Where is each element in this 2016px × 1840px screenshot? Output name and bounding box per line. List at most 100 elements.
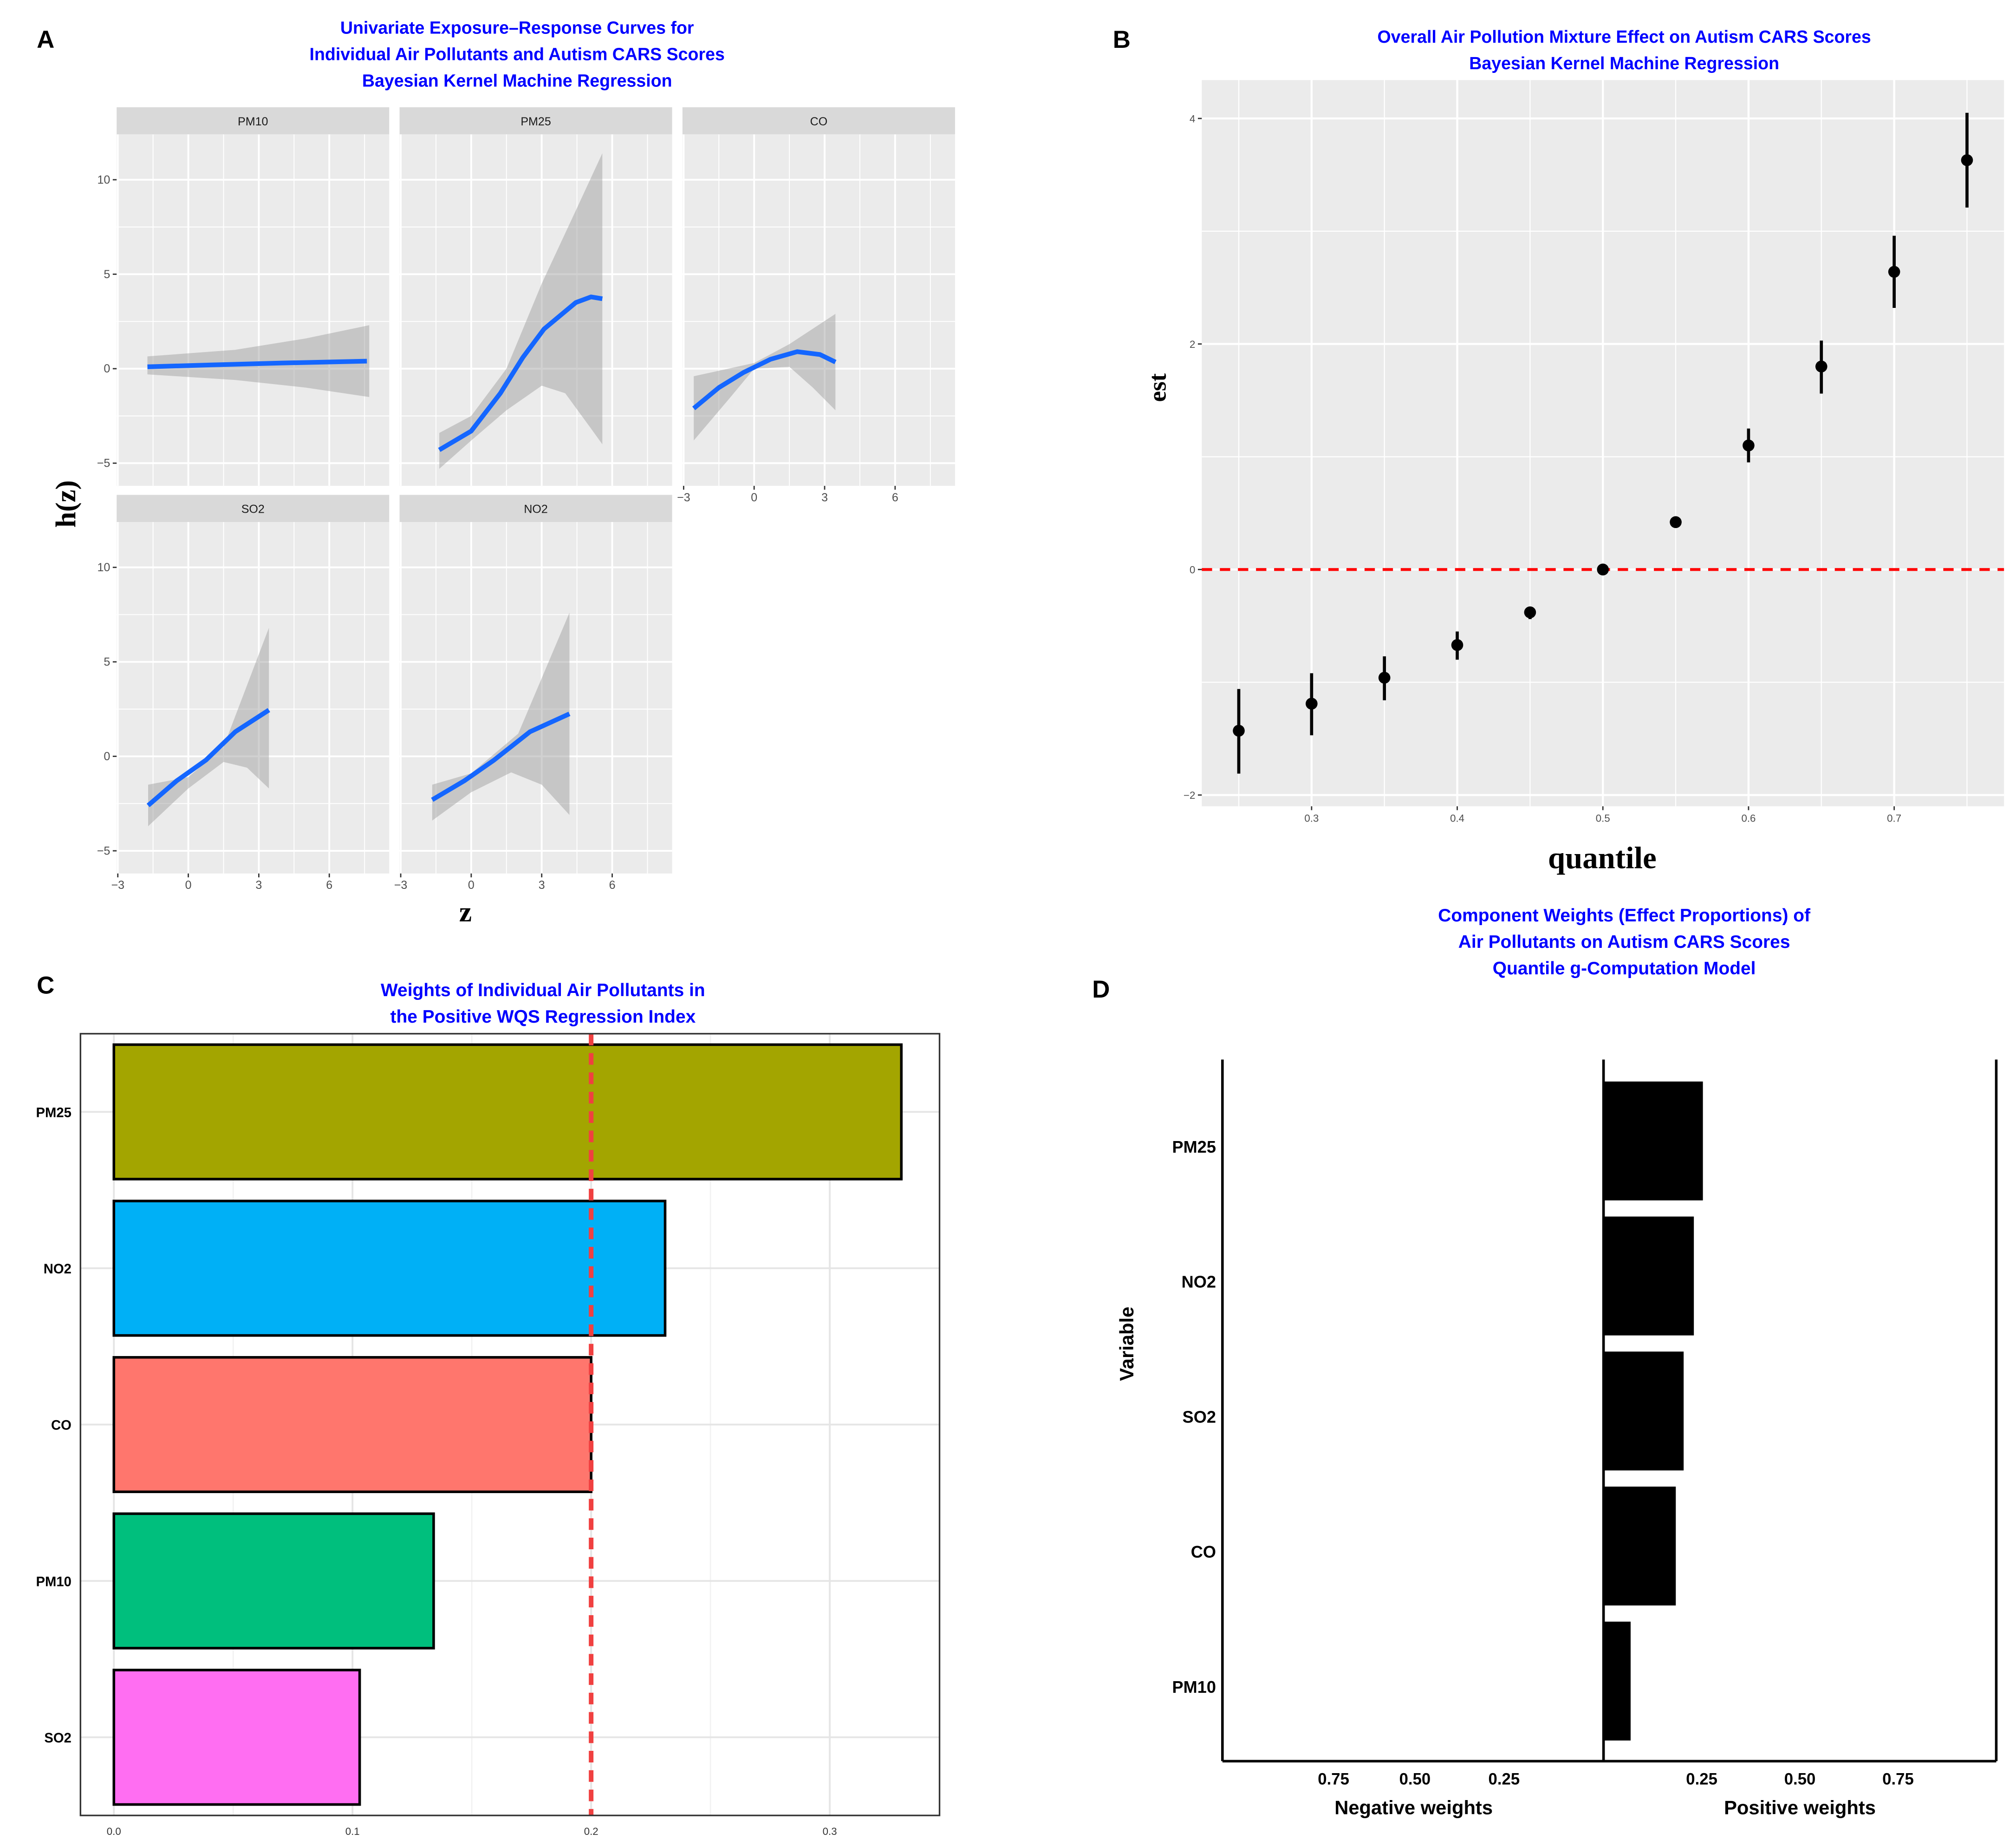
x-tick-label: 0.50: [1784, 1770, 1816, 1788]
x-tick-label: 0: [468, 879, 475, 892]
estimate-point: [1524, 606, 1536, 619]
x-tick-label: −3: [111, 879, 124, 892]
panel-label: B: [1113, 26, 1131, 53]
estimate-point: [1378, 672, 1391, 684]
y-tick-label: 5: [104, 655, 110, 668]
y-tick-label: −2: [1184, 790, 1195, 801]
facet-strip: [399, 107, 672, 135]
credible-band: [439, 153, 603, 469]
x-tick-label: 6: [326, 879, 332, 892]
weight-bar-pm25: [1603, 1081, 1703, 1201]
x-tick-label: 0.7: [1887, 813, 1901, 824]
y-category-label: NO2: [44, 1262, 72, 1277]
weight-bar-pm10: [1603, 1621, 1631, 1741]
estimate-point: [1451, 639, 1463, 651]
x-tick-label: 0.3: [1304, 813, 1319, 824]
x-tick-label: 0.4: [1450, 813, 1464, 824]
x-tick-label: 0.6: [1741, 813, 1756, 824]
facet-strip: [117, 495, 390, 522]
x-tick-label: 0: [751, 491, 757, 504]
y-tick-label: 0: [104, 362, 110, 375]
y-category-label: PM25: [1172, 1137, 1216, 1156]
panel-c: C Weights of Individual Air Pollutants in…: [36, 972, 941, 1837]
plot-panel: [399, 522, 672, 874]
x-tick-label: 0.75: [1882, 1770, 1914, 1788]
chart-title: Bayesian Kernel Machine Regression: [362, 71, 672, 90]
plot-panel: [682, 134, 955, 486]
exposure-response-curve: [146, 708, 270, 808]
weight-bar-no2: [1603, 1216, 1694, 1336]
exposure-response-curve: [438, 294, 603, 452]
y-tick-label: 10: [97, 173, 110, 186]
facet-pm10: PM10 −5 0 5 10: [97, 107, 390, 486]
x-tick-label: 3: [821, 491, 828, 504]
x-tick-label: 0.50: [1399, 1770, 1431, 1788]
weight-bar-co: [1603, 1487, 1676, 1606]
y-axis-title: est: [1144, 373, 1171, 402]
y-tick-label: −5: [97, 457, 111, 470]
facet-pm25: PM25: [399, 107, 672, 486]
exposure-response-curve: [147, 359, 367, 369]
y-category-label: PM10: [36, 1574, 72, 1589]
facet-strip-label: PM25: [520, 115, 551, 128]
credible-band: [147, 325, 370, 397]
facet-co: CO −3 0 3 6: [677, 107, 955, 504]
estimate-point: [1670, 516, 1682, 529]
y-tick-label: −5: [97, 844, 111, 857]
facet-strip: [117, 107, 390, 135]
panel-b: B Overall Air Pollution Mixture Effect on…: [1113, 26, 2004, 875]
x-tick-label: 0.75: [1318, 1770, 1349, 1788]
estimate-point: [1233, 724, 1245, 737]
facet-so2: SO2 −5 0 5 10 −3 0 3 6: [97, 495, 390, 892]
y-tick-label: 10: [97, 561, 110, 574]
plot-panel: [117, 522, 390, 874]
weight-bar-so2: [1603, 1351, 1684, 1471]
panel-d: D Component Weights (Effect Proportions) …: [1092, 906, 1998, 1818]
x-tick-label: 0.5: [1596, 813, 1610, 824]
panel-border: [79, 1033, 941, 1816]
y-category-label: PM10: [1172, 1677, 1216, 1696]
bar-so2: [112, 1669, 361, 1806]
estimate-point: [1743, 439, 1755, 451]
estimate-point: [1597, 563, 1609, 576]
facet-strip-label: CO: [810, 115, 828, 128]
chart-title: Univariate Exposure–Response Curves for: [340, 18, 694, 37]
y-category-label: SO2: [1183, 1407, 1216, 1426]
negative-weights-label: Negative weights: [1334, 1796, 1493, 1818]
x-tick-label: 3: [539, 879, 545, 892]
positive-weights-label: Positive weights: [1724, 1796, 1876, 1818]
panel-label: A: [37, 26, 54, 53]
x-tick-label: −3: [677, 491, 690, 504]
exposure-response-curve: [692, 349, 837, 411]
x-tick-label: 3: [255, 879, 262, 892]
y-tick-label: 0: [1190, 564, 1195, 576]
x-tick-label: 0.3: [823, 1826, 837, 1837]
chart-title: Individual Air Pollutants and Autism CAR…: [310, 44, 725, 64]
x-tick-label: 0.1: [345, 1826, 360, 1837]
y-category-label: CO: [51, 1418, 72, 1433]
chart-title: Overall Air Pollution Mixture Effect on …: [1377, 27, 1871, 46]
chart-title: Air Pollutants on Autism CARS Scores: [1458, 932, 1790, 952]
estimate-point: [1888, 266, 1900, 278]
chart-title: Quantile g-Computation Model: [1493, 959, 1756, 979]
facet-no2: NO2 −3 0 3 6: [394, 495, 672, 892]
chart-title: Weights of Individual Air Pollutants in: [381, 980, 705, 1000]
y-category-label: CO: [1191, 1542, 1216, 1561]
panel-a: A Univariate Exposure–Response Curves for…: [37, 18, 955, 928]
y-axis-title: Variable: [1116, 1307, 1138, 1381]
y-tick-label: 4: [1190, 113, 1195, 124]
estimate-point: [1306, 698, 1318, 710]
y-axis-title: h(z): [50, 480, 82, 528]
credible-band: [694, 313, 836, 441]
chart-title: the Positive WQS Regression Index: [390, 1007, 696, 1027]
plot-panel: [399, 134, 672, 486]
chart-title: Component Weights (Effect Proportions) o…: [1438, 906, 1811, 926]
x-axis-title: z: [459, 896, 472, 928]
y-tick-label: 2: [1190, 339, 1195, 350]
plot-panel: [117, 134, 390, 486]
panel-label: D: [1092, 976, 1110, 1003]
estimate-point: [1961, 154, 1973, 166]
y-category-label: NO2: [1182, 1272, 1216, 1292]
x-tick-label: −3: [394, 879, 408, 892]
